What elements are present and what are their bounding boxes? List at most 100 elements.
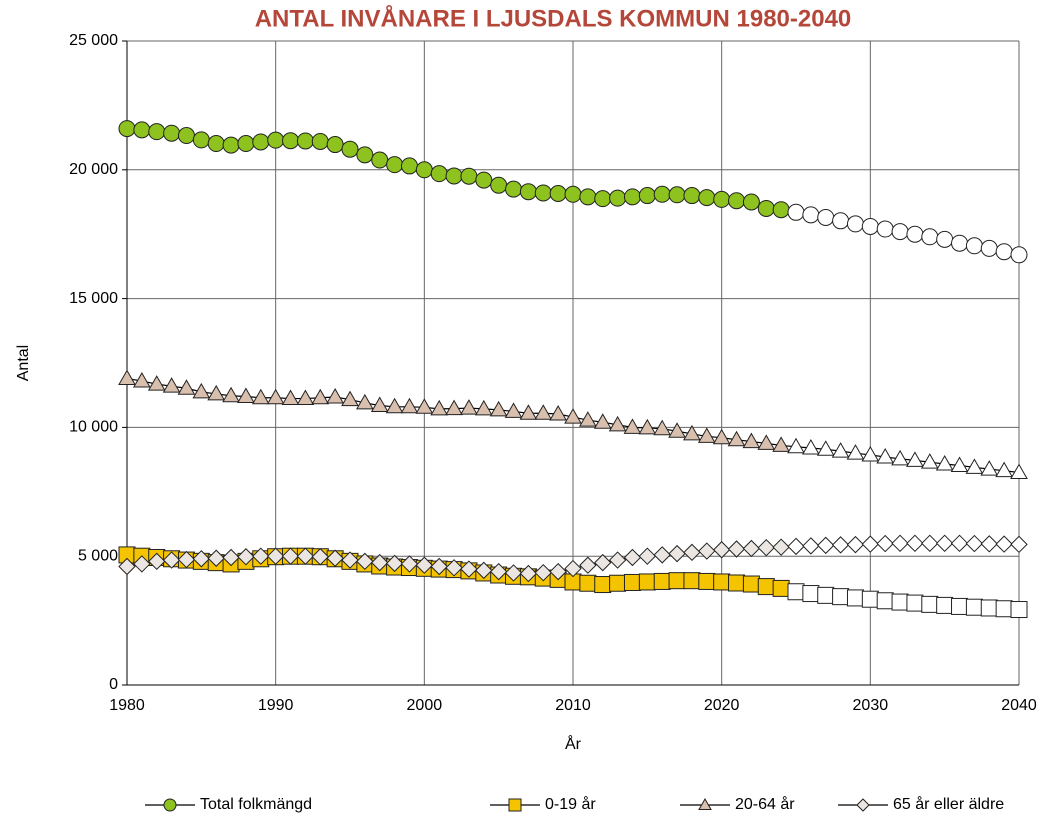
- marker: [787, 203, 805, 221]
- marker: [965, 534, 984, 553]
- marker: [713, 573, 731, 591]
- marker: [490, 176, 508, 194]
- marker: [995, 243, 1013, 261]
- marker: [1010, 463, 1028, 479]
- marker: [371, 151, 389, 169]
- marker: [282, 132, 300, 150]
- marker: [266, 388, 285, 405]
- marker: [534, 404, 553, 420]
- marker: [772, 579, 790, 597]
- x-tick-label: 2010: [555, 697, 591, 714]
- marker: [118, 369, 136, 385]
- marker: [579, 574, 597, 592]
- marker: [802, 585, 820, 603]
- marker: [980, 599, 998, 617]
- marker: [906, 451, 924, 467]
- marker: [163, 124, 181, 142]
- marker: [252, 547, 270, 565]
- marker: [936, 596, 954, 614]
- marker: [935, 454, 954, 471]
- marker: [341, 390, 359, 407]
- marker: [147, 375, 166, 391]
- marker: [906, 534, 924, 553]
- marker: [891, 593, 909, 611]
- marker: [653, 185, 671, 203]
- marker: [802, 206, 820, 224]
- marker: [638, 418, 657, 435]
- marker: [133, 121, 151, 139]
- marker: [579, 556, 597, 574]
- marker: [995, 600, 1013, 618]
- marker: [162, 551, 181, 569]
- marker: [817, 586, 835, 604]
- marker: [549, 184, 567, 202]
- marker: [861, 535, 880, 553]
- marker: [965, 598, 983, 616]
- y-tick-label: 15 000: [69, 290, 118, 307]
- marker: [906, 594, 924, 612]
- marker: [489, 562, 508, 581]
- marker: [267, 131, 285, 149]
- x-tick-label: 2000: [407, 697, 443, 714]
- marker: [177, 379, 196, 395]
- x-axis-label: År: [565, 734, 582, 753]
- y-tick-label: 20 000: [69, 161, 118, 178]
- marker: [564, 185, 582, 203]
- marker: [311, 388, 330, 405]
- marker: [133, 372, 151, 388]
- legend-item: 0-19 år: [490, 795, 596, 813]
- marker: [133, 555, 151, 573]
- marker: [936, 230, 954, 248]
- marker: [728, 574, 746, 592]
- marker: [400, 397, 419, 414]
- marker: [222, 386, 240, 403]
- marker: [727, 540, 746, 558]
- marker: [623, 188, 641, 206]
- marker: [594, 576, 612, 594]
- marker: [638, 547, 657, 565]
- marker: [296, 547, 315, 565]
- marker: [609, 189, 627, 207]
- marker: [489, 400, 508, 417]
- marker: [207, 549, 225, 567]
- marker: [371, 553, 389, 572]
- marker: [891, 223, 909, 241]
- marker: [832, 588, 850, 606]
- marker: [921, 228, 939, 246]
- marker: [742, 432, 761, 449]
- marker: [118, 557, 136, 576]
- marker: [951, 597, 969, 615]
- marker: [698, 572, 716, 590]
- legend-item: 65 år eller äldre: [838, 795, 1004, 813]
- marker: [980, 460, 999, 476]
- marker: [920, 453, 939, 469]
- marker: [876, 220, 894, 238]
- marker: [430, 399, 449, 416]
- marker: [965, 458, 984, 474]
- marker: [564, 408, 582, 424]
- marker: [177, 127, 195, 145]
- marker: [802, 537, 820, 555]
- marker: [415, 556, 434, 574]
- marker: [162, 377, 181, 393]
- marker: [415, 161, 433, 179]
- y-tick-label: 10 000: [69, 419, 118, 436]
- marker: [460, 399, 478, 415]
- marker: [1010, 601, 1028, 619]
- marker: [653, 419, 672, 436]
- marker: [876, 448, 895, 464]
- marker: [772, 538, 790, 556]
- marker: [787, 537, 805, 556]
- marker: [445, 559, 463, 577]
- legend-label: 0-19 år: [545, 795, 596, 813]
- marker: [475, 171, 493, 189]
- marker: [326, 136, 344, 154]
- marker: [831, 442, 850, 458]
- x-tick-label: 2040: [1001, 697, 1037, 714]
- marker: [534, 563, 552, 582]
- marker: [385, 554, 404, 573]
- marker: [296, 389, 315, 406]
- marker: [757, 578, 775, 596]
- marker: [266, 547, 285, 565]
